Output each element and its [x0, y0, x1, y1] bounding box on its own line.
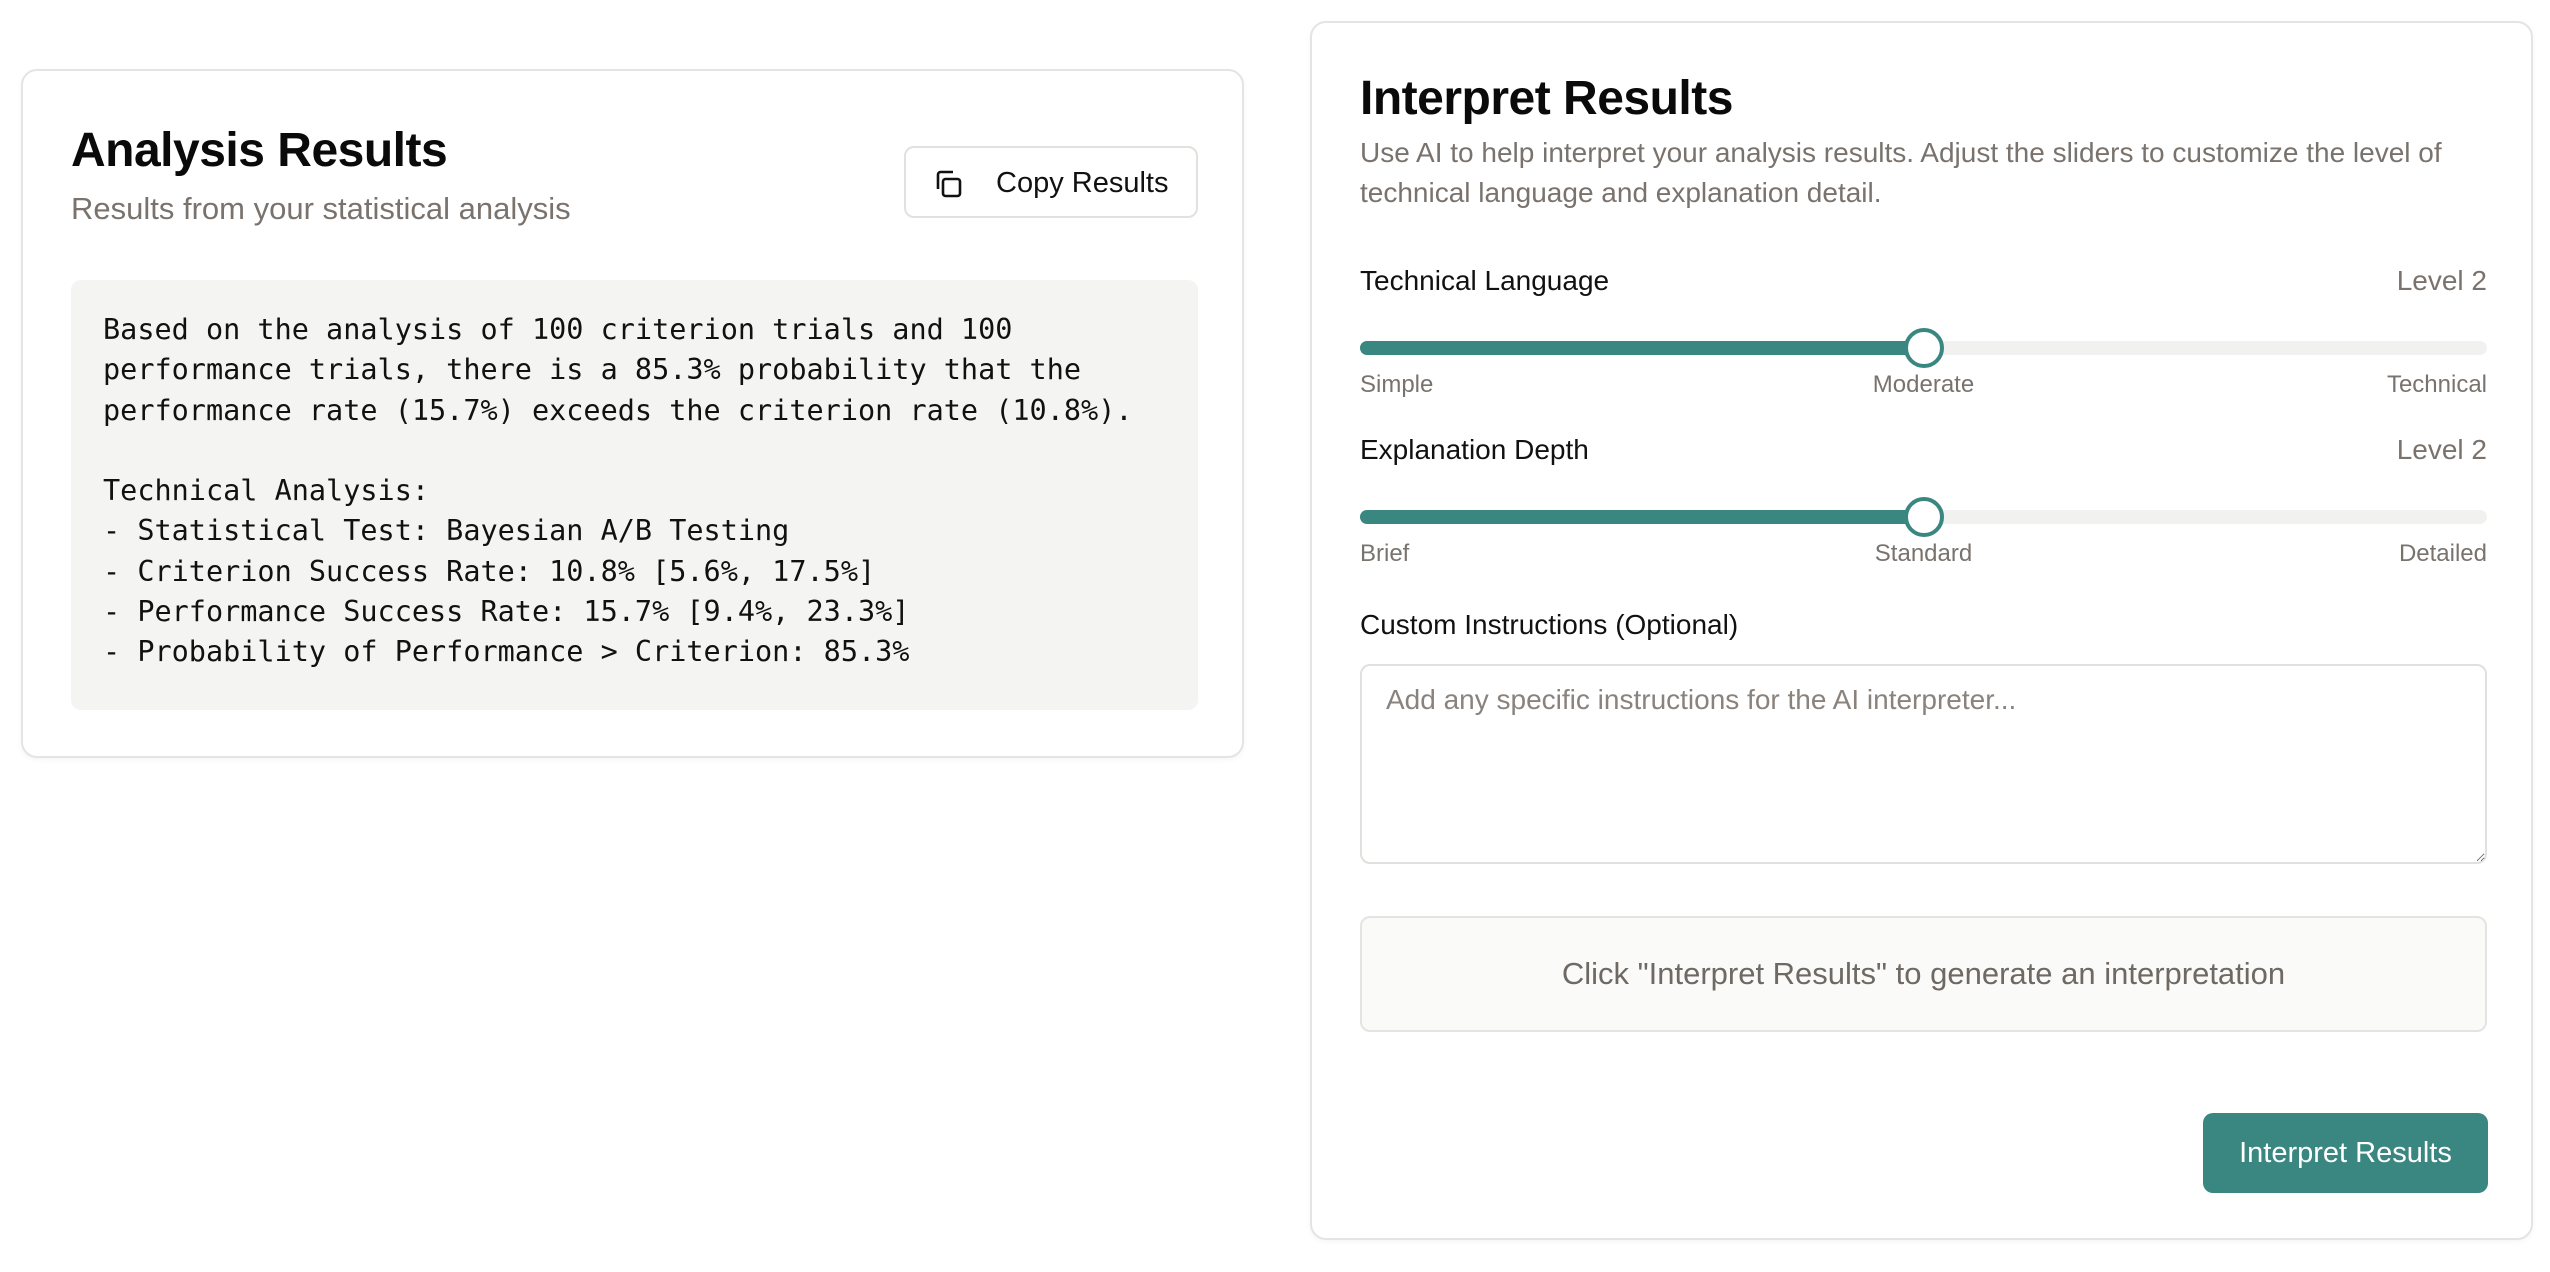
explanation-depth-slider-fill: [1360, 510, 1924, 524]
technical-language-slider-thumb[interactable]: [1903, 328, 1944, 368]
technical-language-slider-group: Technical Language Level 2 Simple Modera…: [1360, 263, 2487, 398]
tick-label-detailed: Detailed: [2398, 540, 2487, 567]
copy-icon: [932, 168, 964, 200]
analysis-results-subtitle: Results from your statistical analysis: [71, 191, 571, 226]
custom-instructions-label: Custom Instructions (Optional): [1360, 609, 1739, 640]
interpretation-output-placeholder: Click "Interpret Results" to generate an…: [1360, 916, 2487, 1032]
analysis-results-card: Analysis Results Results from your stati…: [21, 69, 1244, 758]
tick-label-moderate: Moderate: [1872, 371, 1975, 398]
explanation-depth-label: Explanation Depth: [1360, 434, 1589, 465]
technical-language-slider-fill: [1360, 341, 1924, 355]
copy-results-label: Copy Results: [996, 167, 1169, 199]
tick-label-standard: Standard: [1874, 540, 1973, 567]
interpret-results-card: Interpret Results Use AI to help interpr…: [1310, 21, 2533, 1240]
technical-language-label: Technical Language: [1360, 265, 1610, 296]
interpret-results-title: Interpret Results: [1360, 72, 1733, 125]
explanation-depth-slider-group: Explanation Depth Level 2 Brief Standard…: [1360, 432, 2487, 567]
analysis-results-title: Analysis Results: [71, 124, 448, 177]
results-text: Based on the analysis of 100 criterion t…: [103, 313, 1133, 669]
copy-results-button[interactable]: Copy Results: [904, 146, 1198, 218]
technical-language-slider[interactable]: [1360, 328, 2487, 368]
tick-label-technical: Technical: [2386, 371, 2487, 398]
interpret-description: Use AI to help interpret your analysis r…: [1360, 137, 2442, 208]
custom-instructions-input[interactable]: [1360, 664, 2487, 864]
interpret-results-button[interactable]: Interpret Results: [2203, 1113, 2488, 1193]
technical-language-level: Level 2: [2396, 265, 2487, 296]
explanation-depth-slider[interactable]: [1360, 497, 2487, 537]
explanation-depth-level: Level 2: [2396, 434, 2487, 465]
results-output-box: Based on the analysis of 100 criterion t…: [71, 280, 1198, 710]
tick-label-brief: Brief: [1360, 540, 1410, 567]
explanation-depth-slider-thumb[interactable]: [1903, 497, 1944, 537]
tick-label-simple: Simple: [1360, 371, 1434, 398]
